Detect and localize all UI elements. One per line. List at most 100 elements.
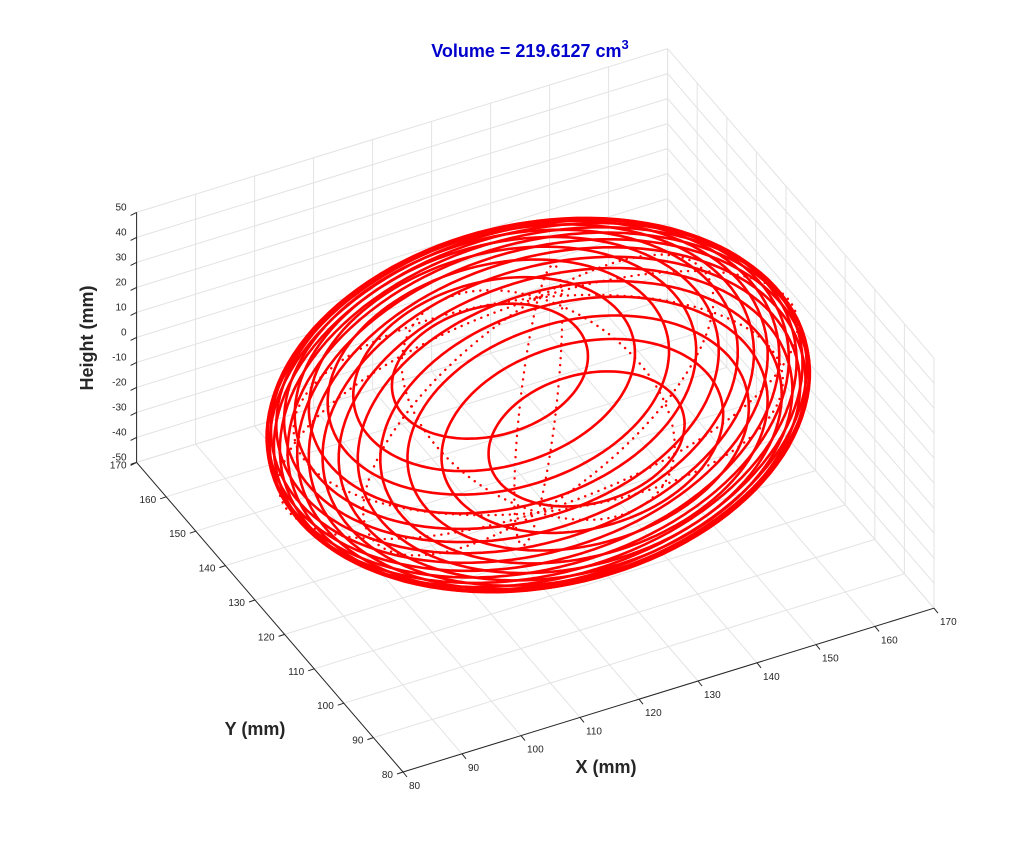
y-tick-label: 170 — [110, 460, 127, 471]
y-tick-mark — [160, 496, 167, 500]
back-wall-grid-line — [136, 173, 668, 338]
floor-grid-line — [195, 366, 727, 532]
x-tick-mark — [815, 644, 821, 650]
y-axis-line — [136, 462, 404, 773]
title-unit: cm — [591, 41, 622, 61]
title-prefix: Volume = — [431, 41, 515, 61]
z-tick-label: -20 — [112, 377, 127, 388]
point-cloud-ring — [307, 245, 698, 515]
axis-layer: 8090100110120130140150160170809010011012… — [110, 202, 957, 792]
point-cloud-meridian — [537, 263, 564, 514]
floor-grid-line — [490, 352, 758, 664]
z-tick-label: -30 — [112, 402, 127, 413]
right-wall-grid-line — [667, 273, 935, 584]
point-cloud-ring — [286, 231, 812, 594]
y-tick-mark — [189, 530, 196, 534]
z-tick-label: -10 — [112, 352, 127, 363]
x-tick-mark — [638, 698, 644, 705]
y-tick-mark — [337, 702, 344, 706]
point-cloud-ring — [487, 370, 686, 508]
x-axis-label: X (mm) — [575, 757, 636, 777]
floor-grid-line — [343, 538, 875, 704]
z-tick-label: -40 — [112, 427, 127, 438]
y-tick-label: 160 — [140, 495, 157, 506]
x-tick-mark — [933, 607, 939, 614]
z-tick-label: -50 — [112, 452, 127, 463]
right-wall-grid-line — [667, 298, 935, 609]
x-tick-label: 130 — [704, 690, 721, 701]
z-tick-label: 50 — [115, 202, 127, 213]
x-axis-line — [402, 607, 935, 773]
z-tick-mark — [130, 436, 137, 441]
floor-grid-line — [549, 334, 817, 645]
y-tick-label: 120 — [258, 632, 275, 643]
point-cloud-ring — [379, 295, 769, 565]
x-tick-mark — [461, 753, 467, 760]
back-wall-grid-line — [136, 298, 668, 463]
y-tick-label: 130 — [228, 598, 245, 609]
point-cloud-ring — [269, 219, 769, 565]
back-wall-grid-line — [136, 223, 668, 388]
chart-title: Volume = 219.6127 cm3 — [431, 37, 629, 61]
point-cloud-meridian — [361, 296, 540, 557]
back-wall-grid-line — [136, 73, 668, 238]
point-cloud-ring — [275, 223, 756, 555]
z-tick-mark — [130, 461, 137, 466]
point-cloud-ring — [282, 228, 739, 544]
z-tick-label: 10 — [115, 302, 127, 313]
point-cloud-ring — [390, 302, 590, 440]
y-tick-label: 100 — [317, 701, 334, 712]
x-tick-label: 80 — [409, 781, 421, 792]
point-cloud-meridian — [537, 293, 785, 514]
floor-grid-line — [195, 443, 463, 755]
right-wall-grid-line — [667, 48, 935, 359]
z-tick-mark — [130, 336, 137, 341]
point-cloud-ring — [352, 275, 637, 473]
point-cloud-meridian — [537, 253, 715, 514]
z-tick-mark — [130, 411, 137, 416]
point-cloud-meridian — [400, 289, 540, 514]
x-tick-label: 150 — [822, 654, 839, 665]
y-tick-mark — [396, 771, 404, 775]
floor-grid-line — [166, 332, 698, 498]
y-tick-mark — [367, 737, 374, 741]
x-tick-mark — [756, 662, 762, 669]
y-tick-mark — [308, 668, 315, 672]
x-tick-label: 90 — [468, 763, 480, 774]
x-tick-label: 120 — [645, 708, 662, 719]
y-axis-label: Y (mm) — [225, 719, 286, 739]
x-tick-label: 100 — [527, 745, 544, 756]
y-tick-label: 110 — [288, 667, 304, 678]
x-tick-mark — [697, 680, 703, 687]
y-tick-label: 90 — [352, 736, 364, 747]
point-cloud-ring — [326, 258, 671, 496]
point-cloud-ring — [307, 246, 807, 591]
point-cloud-ring — [406, 314, 751, 552]
grid-layer — [136, 48, 935, 773]
point-cloud-ring — [278, 225, 811, 593]
z-tick-mark — [130, 236, 137, 241]
point-cloud-meridian — [537, 269, 800, 514]
z-tick-mark — [130, 386, 137, 391]
title-exponent: 3 — [622, 37, 629, 52]
z-tick-label: 0 — [121, 327, 127, 338]
x-tick-label: 170 — [940, 617, 957, 628]
y-tick-label: 150 — [169, 529, 186, 540]
point-cloud-ring — [293, 235, 720, 531]
title-value: 219.6127 — [515, 41, 590, 61]
x-tick-mark — [520, 735, 526, 741]
y-tick-label: 80 — [382, 770, 394, 781]
floor-grid-line — [225, 401, 757, 567]
data-layer — [265, 216, 812, 594]
back-wall-grid-line — [136, 148, 668, 313]
x-tick-label: 110 — [586, 726, 602, 737]
z-tick-mark — [130, 311, 137, 316]
z-tick-mark — [130, 361, 137, 366]
right-wall-grid-line — [667, 98, 935, 409]
right-wall-grid-line — [667, 73, 935, 384]
x-tick-mark — [579, 717, 585, 723]
z-axis-label: Height (mm) — [77, 286, 97, 391]
point-cloud-meridian — [537, 296, 677, 522]
z-tick-label: 30 — [115, 252, 127, 263]
